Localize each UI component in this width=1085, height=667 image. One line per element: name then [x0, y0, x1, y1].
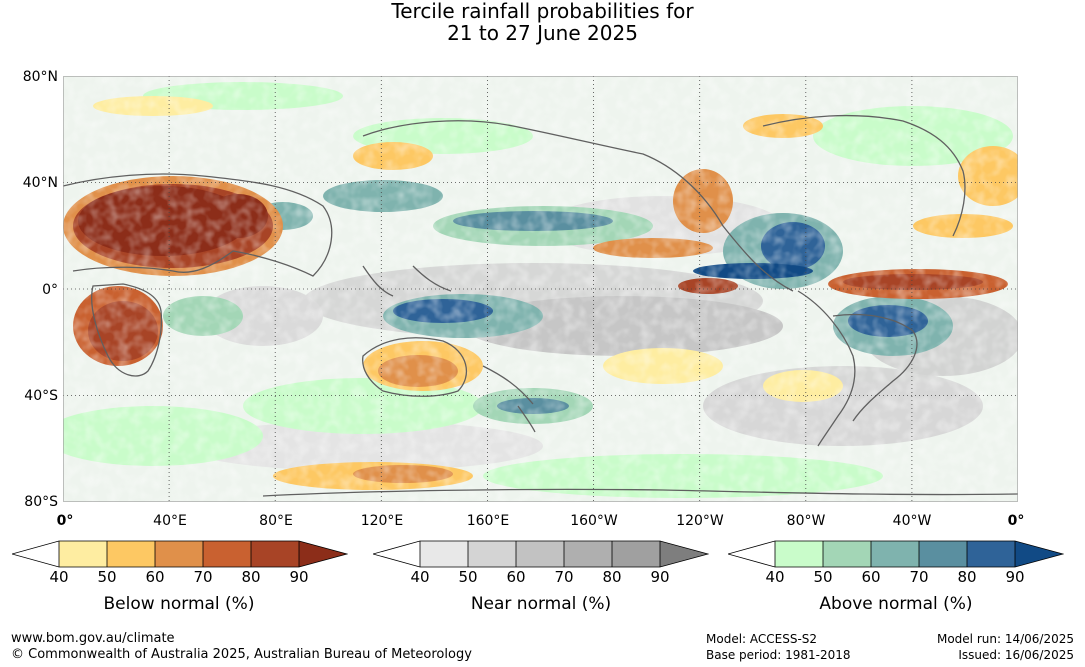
model-name: Model: ACCESS-S2 [706, 632, 818, 646]
colorbar-above-bin-5 [967, 541, 1015, 567]
legend-near-normal [373, 540, 709, 568]
tick-label: 40 [49, 568, 69, 586]
tick-label: 70 [909, 568, 929, 586]
legend-below-normal [12, 540, 348, 568]
tick-label: 90 [289, 568, 309, 586]
copyright-notice: © Commonwealth of Australia 2025, Austra… [11, 647, 472, 662]
tick-label: 80 [602, 568, 622, 586]
probability-map [63, 76, 1018, 502]
lat-label-80s: 80°S [24, 494, 58, 510]
tick-label: 50 [458, 568, 478, 586]
lat-label-80n: 80°N [22, 69, 58, 85]
map-title: Tercile rainfall probabilities for 21 to… [0, 0, 1085, 44]
colorbar-above-high-cap [1015, 541, 1063, 567]
colorbar-near-normal [373, 540, 709, 568]
colorbar-below-low-cap [12, 541, 59, 567]
issued-date: Issued: 16/06/2025 [958, 648, 1074, 662]
colorbar-above-normal [728, 540, 1064, 568]
colorbar-near-high-cap [660, 541, 708, 567]
lat-label-40s: 40°S [24, 388, 58, 404]
lon-label-0-left: 0° [56, 513, 74, 529]
colorbar-below-bin-3 [155, 541, 203, 567]
lat-label-40n: 40°N [22, 175, 58, 191]
lon-label-80w: 80°W [786, 513, 826, 529]
colorbar-above-bin-4 [919, 541, 967, 567]
colorbar-near-bin-1 [420, 541, 468, 567]
tick-label: 50 [97, 568, 117, 586]
colorbar-below-high-cap [299, 541, 347, 567]
tick-label: 80 [241, 568, 261, 586]
map-texture [63, 76, 1018, 502]
lon-label-160e: 160°E [466, 513, 510, 529]
lon-label-40w: 40°W [892, 513, 932, 529]
lon-label-40e: 40°E [153, 513, 187, 529]
tick-label: 60 [861, 568, 881, 586]
legend-near-title: Near normal (%) [470, 594, 612, 614]
model-run-date: Model run: 14/06/2025 [936, 632, 1074, 646]
colorbar-near-bin-3 [516, 541, 564, 567]
tick-label: 50 [813, 568, 833, 586]
tick-label: 70 [554, 568, 574, 586]
colorbar-near-bin-2 [468, 541, 516, 567]
legend-below-title: Below normal (%) [103, 594, 255, 614]
base-period: Base period: 1981-2018 [706, 648, 851, 662]
colorbar-above-bin-1 [775, 541, 823, 567]
legend-above-normal [728, 540, 1064, 568]
colorbar-above-bin-3 [871, 541, 919, 567]
graticule [63, 76, 1018, 502]
colorbar-above-bin-2 [823, 541, 871, 567]
colorbar-below-bin-5 [251, 541, 299, 567]
tick-label: 60 [506, 568, 526, 586]
tick-label: 40 [410, 568, 430, 586]
lon-label-120w: 120°W [676, 513, 724, 529]
tick-label: 60 [145, 568, 165, 586]
colorbar-below-bin-1 [59, 541, 107, 567]
colorbar-above-low-cap [728, 541, 775, 567]
lon-label-160w: 160°W [570, 513, 618, 529]
legend-above-title: Above normal (%) [819, 594, 973, 614]
lon-label-0-right: 0° [1007, 513, 1025, 529]
colorbar-below-normal [12, 540, 348, 568]
colorbar-near-low-cap [373, 541, 420, 567]
lon-label-120e: 120°E [360, 513, 404, 529]
lon-label-80e: 80°E [259, 513, 293, 529]
lat-label-0: 0° [42, 282, 58, 298]
colorbar-below-bin-4 [203, 541, 251, 567]
tick-label: 80 [957, 568, 977, 586]
coastlines [63, 114, 1018, 497]
title-line-1: Tercile rainfall probabilities for [391, 0, 694, 23]
colorbar-near-bin-5 [612, 541, 660, 567]
title-line-2: 21 to 27 June 2025 [447, 21, 638, 45]
map-frame [63, 76, 1018, 502]
colorbar-below-bin-2 [107, 541, 155, 567]
colorbar-near-bin-4 [564, 541, 612, 567]
tick-label: 40 [765, 568, 785, 586]
tick-label: 90 [1005, 568, 1025, 586]
website-link[interactable]: www.bom.gov.au/climate [11, 631, 175, 646]
tick-label: 70 [193, 568, 213, 586]
tick-label: 90 [650, 568, 670, 586]
